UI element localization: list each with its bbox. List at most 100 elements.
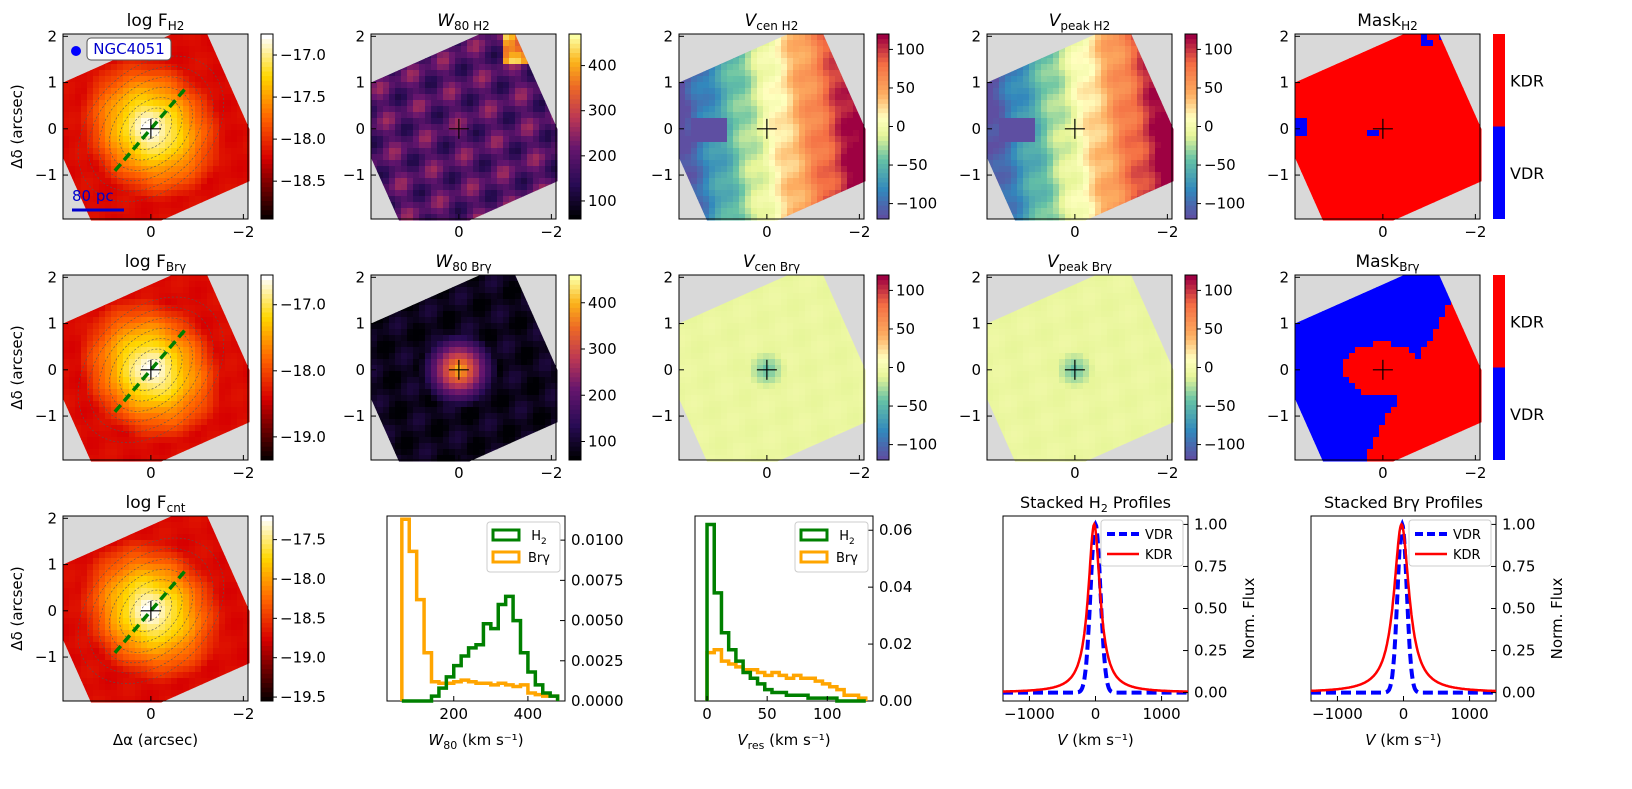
y-tick-label: 1 — [971, 74, 981, 92]
panel-hist-vres: 0 50 100 0.00 0.02 0.04 0.06 H2 Brγ Vres (km s⁻¹) — [694, 515, 912, 752]
colorbar-cell — [877, 209, 889, 215]
colorbar-cell — [261, 103, 273, 109]
colorbar-cell — [261, 302, 273, 308]
colorbar-cell — [1185, 390, 1197, 396]
colorbar-tick-label: 100 — [588, 192, 617, 210]
colorbar-cell — [261, 339, 273, 345]
colorbar-frame — [260, 515, 274, 702]
colorbar-cell — [877, 177, 889, 183]
colorbar-cell — [261, 182, 273, 188]
colorbar-cell — [261, 529, 273, 535]
colorbar-cell — [261, 312, 273, 318]
colorbar: −17.0 −18.0 −19.0 — [260, 274, 326, 461]
colorbar-cell — [1185, 455, 1197, 461]
y-tick-label: 0.00 — [1194, 684, 1227, 702]
flux-contour — [98, 317, 204, 423]
colorbar-cell — [261, 441, 273, 447]
colorbar-cell — [261, 608, 273, 614]
y-tick-label: 0.0075 — [571, 571, 624, 589]
hist-series-Brγ — [705, 648, 868, 701]
axes-frame — [62, 515, 249, 702]
colorbar-cell — [569, 158, 581, 164]
y-tick-label: 0.00 — [1502, 684, 1535, 702]
flux-contour — [129, 107, 172, 150]
colorbar-cell — [261, 288, 273, 294]
colorbar-tick-label: 100 — [588, 433, 617, 451]
legend-swatch — [491, 528, 521, 542]
colorbar-cell — [261, 386, 273, 392]
colorbar-cell — [261, 154, 273, 160]
colorbar: 400 300 200 100 — [568, 274, 617, 461]
colorbar-cell — [569, 302, 581, 308]
colorbar-cell — [1185, 307, 1197, 313]
x-tick-label: −2 — [848, 223, 870, 241]
colorbar-cell — [1185, 163, 1197, 169]
flux-contour — [129, 348, 172, 391]
colorbar-vdr — [1493, 126, 1505, 219]
colorbar-cell — [569, 117, 581, 123]
flux-contour — [98, 558, 204, 664]
y-tick-label: −1 — [959, 166, 981, 184]
legend-label: Brγ — [528, 551, 550, 566]
colorbar-cell — [877, 205, 889, 211]
colorbar-tick-label: −19.0 — [280, 428, 326, 446]
colorbar-cell — [877, 450, 889, 456]
colorbar-cell — [261, 427, 273, 433]
colorbar-tick-label: −100 — [896, 195, 937, 213]
colorbar-cell — [569, 135, 581, 141]
colorbar-cell — [1185, 191, 1197, 197]
colorbar-cell — [261, 390, 273, 396]
flux-contour — [77, 296, 224, 443]
y-tick-label: 2 — [355, 268, 365, 286]
colorbar-cell — [261, 516, 273, 522]
colorbar-tick-label: −50 — [896, 156, 928, 174]
colorbar-cell — [261, 126, 273, 132]
colorbar-cell — [569, 372, 581, 378]
x-tick-label: 50 — [758, 705, 777, 723]
colorbar-cell — [261, 47, 273, 53]
colorbar-cell — [877, 288, 889, 294]
colorbar-tick-label: 200 — [588, 386, 617, 404]
colorbar-cell — [569, 446, 581, 452]
colorbar-cell — [261, 668, 273, 674]
colorbar-cell — [877, 376, 889, 382]
colorbar-cell — [261, 325, 273, 331]
colorbar-label-vdr: VDR — [1510, 405, 1544, 424]
y-axis-label-offset: Δδ (arcsec) — [8, 566, 26, 650]
legend-label: H2 — [839, 529, 855, 547]
colorbar-cell — [569, 140, 581, 146]
colorbar-cell — [261, 617, 273, 623]
colorbar-cell — [1185, 200, 1197, 206]
colorbar-cell — [261, 330, 273, 336]
colorbar-label-kdr: KDR — [1510, 71, 1544, 90]
x-tick-label: 400 — [514, 705, 543, 723]
flux-contour — [119, 579, 183, 643]
panel-title: log FBrγ — [125, 252, 186, 274]
galaxy-label-box — [86, 37, 172, 61]
colorbar-cell — [261, 275, 273, 281]
y-tick-label: 0 — [663, 120, 673, 138]
y-axis-label: Norm. Flux — [1548, 578, 1566, 660]
profile-KDR — [1310, 522, 1496, 693]
colorbar-cell — [569, 200, 581, 206]
x-tick-label: 0 — [1378, 223, 1388, 241]
colorbar-cell — [261, 349, 273, 355]
colorbar-cell — [1185, 302, 1197, 308]
x-tick-label: −2 — [848, 464, 870, 482]
colorbar-cell — [877, 182, 889, 188]
colorbar-cell — [261, 158, 273, 164]
colorbar-cell — [877, 43, 889, 49]
colorbar-cell — [569, 293, 581, 299]
colorbar-cell — [877, 75, 889, 81]
colorbar-cell — [261, 186, 273, 192]
colorbar-cell — [877, 186, 889, 192]
panel-map-logF-h2: 0 −2 −1 0 1 2 log FH2 −17.0 −17.5 −18.0 −18.5 — [35, 11, 326, 241]
colorbar-cell — [261, 177, 273, 183]
hist-series-H2 — [705, 522, 866, 703]
axes-frame — [62, 33, 249, 220]
colorbar-cell — [261, 293, 273, 299]
y-tick-label: 1 — [355, 315, 365, 333]
colorbar-cell — [1185, 344, 1197, 350]
x-tick-label: 0 — [146, 464, 156, 482]
